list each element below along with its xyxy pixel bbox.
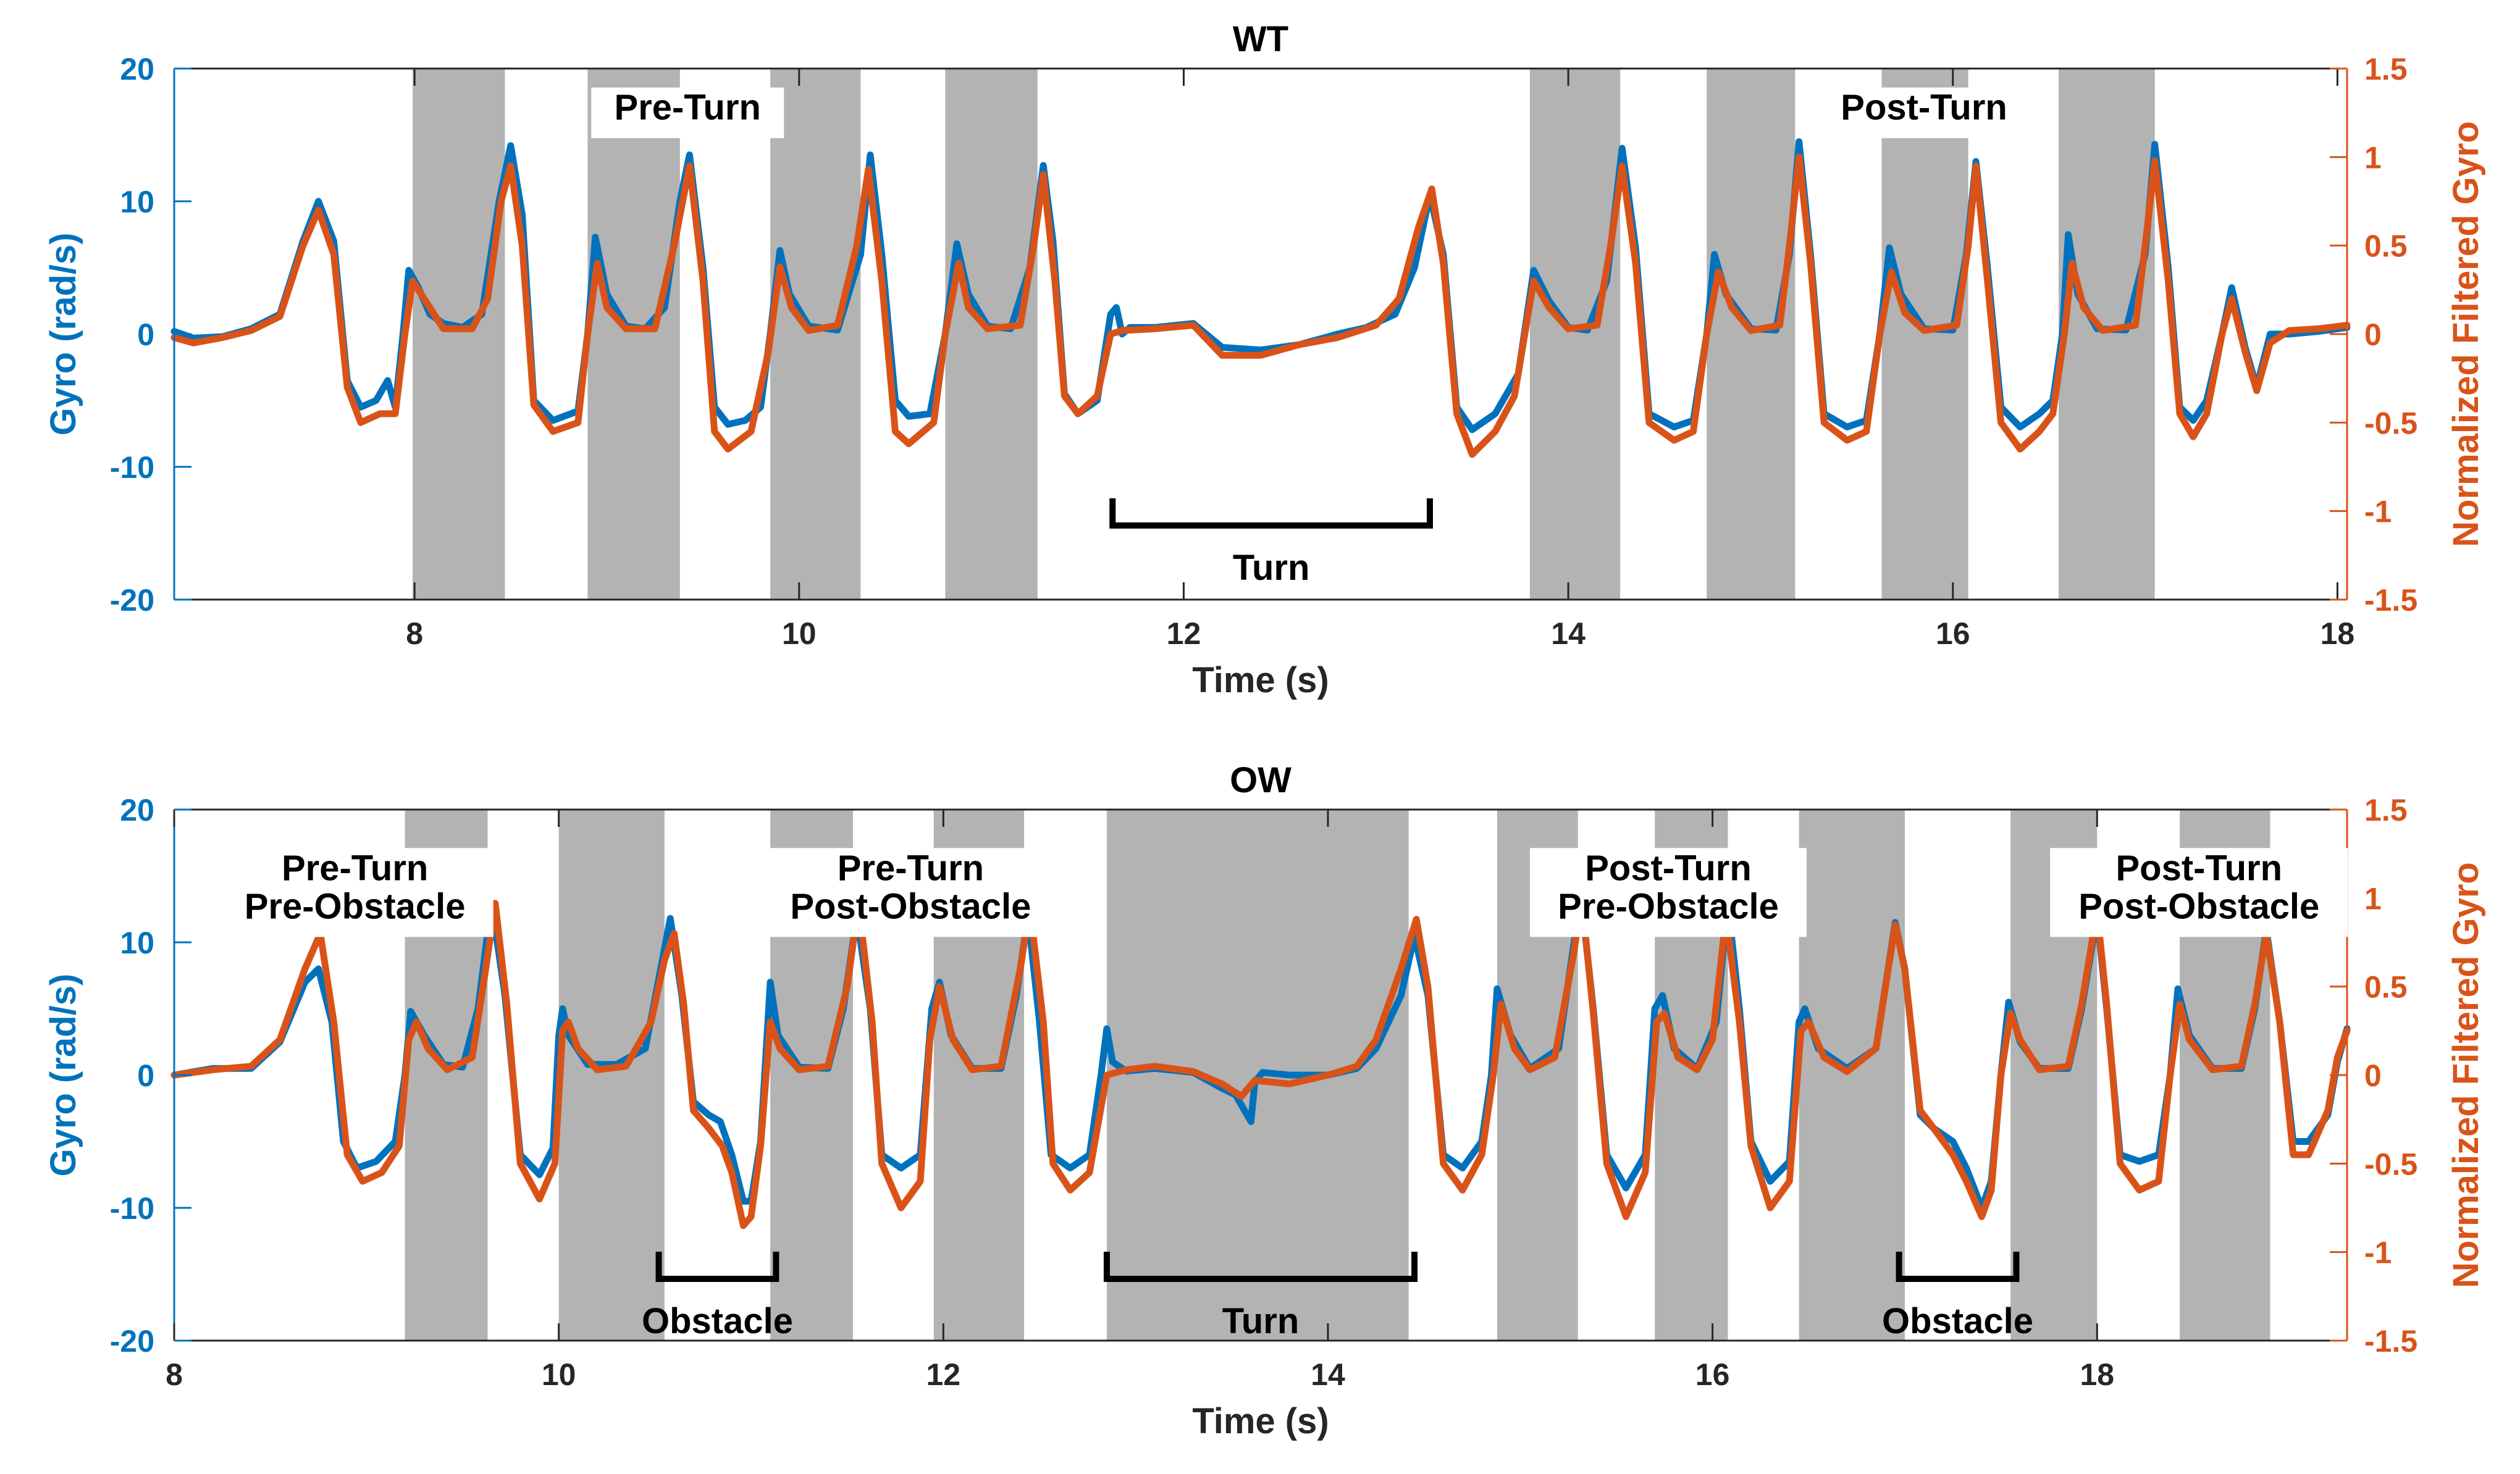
chart-panel-1: 8 10 12 14 16 18 -20 -10 0 10 20 -1.5 -1 -0.5 0 0.5 1 1.5…	[43, 19, 2486, 700]
section-label-text: Pre-Obstacle	[245, 886, 466, 926]
bracket: Obstacle	[1882, 1252, 2033, 1341]
shaded-region	[770, 69, 861, 600]
filtered-gyro-line	[170, 894, 2351, 1229]
shaded-region	[1707, 69, 1796, 600]
section-label-text: Pre-Turn	[282, 848, 428, 888]
section-label: Post-Turn	[1817, 87, 2031, 138]
y-right-tick-label: 0	[2364, 1058, 2382, 1093]
y-right-tick-label: 1.5	[2364, 52, 2408, 86]
bracket-label: Obstacle	[642, 1301, 793, 1341]
bracket: Turn	[1103, 1252, 1418, 1341]
shaded-region	[2059, 69, 2155, 600]
y-right-tick-label: 1	[2364, 140, 2382, 175]
x-tick-label: 12	[926, 1357, 960, 1392]
section-label-box	[762, 848, 1060, 937]
y-right-tick-label: 1	[2364, 881, 2382, 916]
x-tick-label: 16	[1695, 1357, 1730, 1392]
y-left-axis-label: Gyro (rad/s)	[43, 974, 83, 1177]
bracket-label: Obstacle	[1882, 1301, 2033, 1341]
section-label-box	[591, 87, 784, 138]
bracket-line	[1103, 1252, 1418, 1282]
x-axis-label: Time (s)	[1192, 1401, 1329, 1441]
x-tick-label: 10	[542, 1357, 576, 1392]
y-right-tick-label: -1.5	[2364, 1324, 2417, 1359]
section-label-box	[1530, 848, 1807, 937]
shaded-region	[1881, 69, 1968, 600]
section-label-text: Post-Turn	[1585, 848, 1752, 888]
x-tick-label: 18	[2080, 1357, 2114, 1392]
x-axis-label: Time (s)	[1192, 660, 1329, 700]
bracket-line	[1896, 1252, 2020, 1282]
filtered-gyro-line	[170, 153, 2351, 458]
chart-title: OW	[1230, 760, 1292, 800]
y-left-tick-label: -20	[110, 583, 154, 618]
x-tick-label: 8	[166, 1357, 183, 1392]
y-left-tick-label: 0	[137, 317, 154, 352]
section-label-text: Post-Obstacle	[790, 886, 1031, 926]
y-left-tick-label: 20	[120, 52, 154, 86]
y-right-tick-label: -1	[2364, 1236, 2392, 1270]
section-label-box	[2050, 848, 2348, 937]
y-right-tick-label: -1	[2364, 495, 2392, 529]
y-right-tick-label: 1.5	[2364, 793, 2408, 827]
bracket: Obstacle	[642, 1252, 793, 1341]
y-right-tick-label: 0.5	[2364, 229, 2408, 264]
shaded-region	[945, 69, 1038, 600]
shaded-region	[558, 810, 665, 1341]
bracket-line	[655, 1252, 779, 1282]
x-tick-label: 14	[1551, 616, 1586, 651]
chart-title: WT	[1233, 19, 1288, 59]
section-label-text: Pre-Turn	[615, 88, 761, 128]
shaded-region	[1529, 69, 1621, 600]
y-right-axis-label: Normalized Filtered Gyro	[2446, 121, 2486, 547]
y-left-tick-label: 20	[120, 793, 154, 827]
bracket-label: Turn	[1222, 1301, 1300, 1341]
y-right-axis-label: Normalized Filtered Gyro	[2446, 862, 2486, 1288]
y-left-tick-label: 0	[137, 1058, 154, 1093]
y-right-tick-label: -1.5	[2364, 583, 2417, 618]
y-left-tick-label: 10	[120, 185, 154, 219]
section-label-text: Pre-Turn	[838, 848, 984, 888]
section-label-box	[1817, 87, 2031, 138]
shaded-region	[1799, 810, 1905, 1341]
section-label: Pre-Turn	[591, 87, 784, 138]
y-right-tick-label: -0.5	[2364, 1147, 2417, 1181]
y-left-tick-label: -10	[110, 1191, 154, 1226]
shaded-region	[413, 69, 505, 600]
y-left-axis-label: Gyro (rad/s)	[43, 233, 83, 436]
x-tick-label: 14	[1311, 1357, 1345, 1392]
bracket-label: Turn	[1233, 548, 1310, 588]
x-tick-label: 12	[1167, 616, 1201, 651]
section-label-text: Pre-Obstacle	[1558, 886, 1779, 926]
x-tick-label: 16	[1936, 616, 1970, 651]
shaded-region	[587, 69, 680, 600]
y-right-tick-label: 0	[2364, 317, 2382, 352]
bracket: Turn	[1109, 498, 1433, 588]
section-label-box	[216, 848, 494, 937]
section-label-text: Post-Obstacle	[2078, 886, 2319, 926]
bracket-line	[1109, 498, 1433, 529]
y-left-tick-label: -20	[110, 1324, 154, 1359]
y-right-tick-label: -0.5	[2364, 406, 2417, 440]
y-left-tick-label: 10	[120, 926, 154, 960]
section-label-text: Post-Turn	[2115, 848, 2282, 888]
x-tick-label: 8	[406, 616, 423, 651]
x-tick-label: 10	[782, 616, 817, 651]
y-left-tick-label: -10	[110, 450, 154, 485]
section-label-text: Post-Turn	[1841, 88, 2007, 128]
y-right-tick-label: 0.5	[2364, 970, 2408, 1005]
chart-panel-2: 8 10 12 14 16 18 -20 -10 0 10 20 -1.5 -1 -0.5 0 0.5 1 1.5…	[43, 760, 2486, 1441]
x-tick-label: 18	[2320, 616, 2355, 651]
